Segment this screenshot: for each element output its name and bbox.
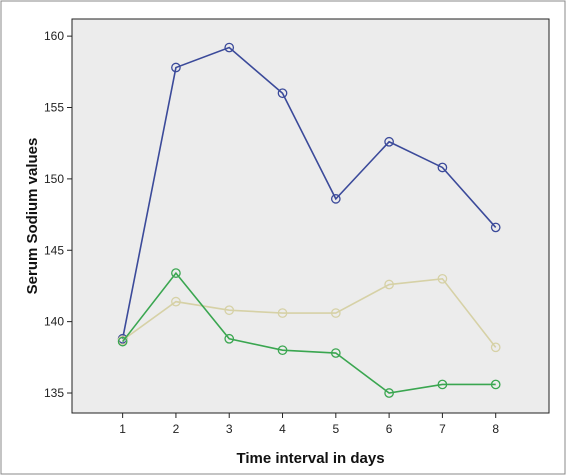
x-tick-label: 2	[173, 422, 180, 436]
x-tick-label: 7	[439, 422, 446, 436]
series-2	[117, 273, 501, 353]
plot-area	[71, 18, 550, 414]
data-point	[171, 296, 181, 307]
y-axis-title: Serum Sodium values	[24, 138, 41, 295]
y-tick-label: 155	[44, 101, 64, 115]
x-tick-label: 8	[492, 422, 499, 436]
series-line	[121, 46, 497, 339]
data-point	[384, 388, 394, 398]
series-layer	[117, 42, 501, 398]
data-point	[437, 162, 448, 173]
data-point	[490, 342, 501, 353]
data-point	[330, 194, 341, 204]
series-3	[117, 268, 501, 398]
y-tick-label: 150	[44, 172, 64, 186]
y-tick-label: 145	[44, 243, 64, 257]
data-point	[224, 333, 235, 344]
data-point	[330, 308, 341, 318]
data-point	[437, 379, 448, 390]
x-axis: 1 2 3 4 5 6 7 8	[119, 413, 499, 436]
data-point	[384, 279, 394, 290]
x-tick-label: 4	[279, 422, 286, 436]
y-tick-label: 160	[44, 29, 64, 43]
data-point	[330, 348, 341, 358]
x-tick-label: 5	[332, 422, 339, 436]
data-point	[490, 222, 501, 233]
data-point	[277, 88, 288, 99]
data-point	[224, 305, 235, 316]
x-tick-label: 1	[119, 422, 126, 436]
data-point	[224, 42, 235, 53]
x-axis-title: Time interval in days	[236, 450, 384, 467]
data-point	[171, 268, 181, 278]
y-axis: 135 140 145 150 155 160	[44, 29, 72, 400]
series-1	[117, 42, 501, 344]
data-point	[117, 336, 128, 347]
x-tick-label: 3	[226, 422, 233, 436]
data-point	[384, 136, 394, 147]
data-point	[437, 273, 448, 284]
data-point	[277, 308, 288, 318]
series-line	[121, 271, 496, 394]
y-tick-label: 135	[44, 386, 64, 400]
series-line	[122, 277, 497, 348]
data-point	[490, 379, 501, 390]
data-point	[171, 62, 181, 73]
y-tick-label: 140	[44, 315, 64, 329]
data-point	[277, 345, 288, 356]
x-tick-label: 6	[386, 422, 393, 436]
